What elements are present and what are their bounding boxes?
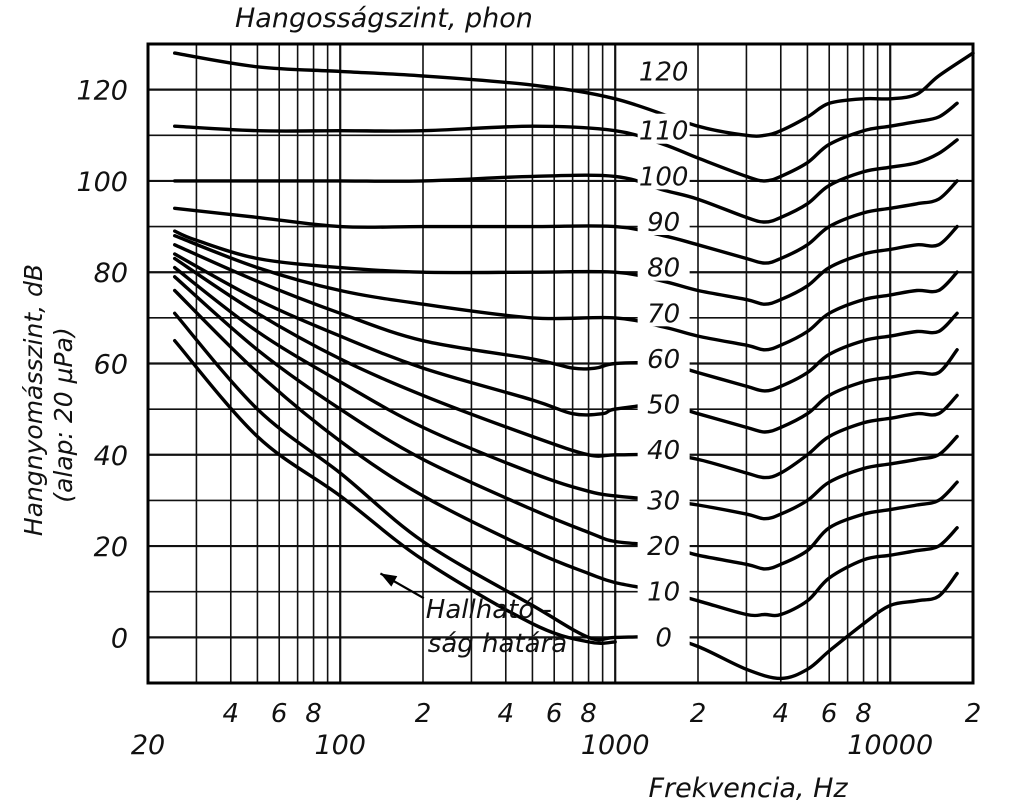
x-minor-tick-label: 6 (546, 699, 563, 729)
curve-label-bg (637, 433, 690, 464)
x-tick-labels: 4 6 8 2 4 6 8 2 4 6 8 220 100 1000 10000 (131, 699, 981, 761)
x-minor-tick-label: 6 (271, 699, 288, 729)
y-tick-label: 100 (76, 167, 128, 198)
curve-label: 30 (647, 486, 680, 516)
curve-label: 100 (639, 162, 689, 192)
curve-label-bg (637, 620, 690, 651)
loudness-curve (173, 138, 959, 224)
curve-label-bg (637, 574, 690, 605)
loudness-curve (173, 234, 959, 352)
curve-label-bg (637, 296, 690, 327)
curve-label-bg (637, 113, 690, 144)
annotation-arrow-head (380, 573, 398, 587)
chart-title: Hangosságszint, phon (235, 3, 533, 34)
loudness-curve (173, 224, 959, 306)
y-tick-label: 20 (94, 532, 128, 563)
curve-label: 10 (647, 578, 680, 608)
curve-label-bg (637, 387, 690, 418)
y-axis-sublabel: (alap: 20 µPa) (49, 327, 78, 502)
y-tick-label: 40 (94, 441, 128, 472)
x-minor-tick-label: 2 (415, 699, 432, 729)
curve-label: 40 (647, 436, 680, 466)
curve-label: 110 (639, 117, 689, 147)
loudness-curve (173, 179, 959, 265)
x-major-tick-label: 20 (131, 730, 165, 761)
x-axis-label: Frekvencia, Hz (648, 773, 848, 804)
curve-label-bg (637, 529, 690, 560)
x-minor-tick-label: 2 (690, 699, 707, 729)
plot-frame (146, 42, 975, 685)
y-tick-labels: 0 20 40 60 80 100 120 (76, 76, 128, 655)
curves (173, 51, 975, 681)
x-minor-tick-label: 2 (965, 699, 982, 729)
curve-label: 60 (647, 345, 680, 375)
x-minor-tick-label: 4 (498, 699, 515, 729)
loudness-curve (173, 339, 617, 645)
loudness-curve (173, 311, 959, 681)
x-minor-tick-label: 4 (773, 699, 790, 729)
y-axis-label: Hangnyomásszint, dB (19, 264, 48, 536)
loudness-curve (173, 256, 959, 480)
annotation-line1: Hallható - (426, 595, 552, 625)
curve-label: 50 (647, 391, 680, 421)
curve-label: 80 (647, 254, 680, 284)
curve-label-bg (637, 341, 690, 372)
loudness-curve (173, 252, 959, 434)
curve-label: 90 (647, 208, 680, 238)
loudness-curve (173, 275, 959, 571)
loudness-curve (173, 265, 959, 521)
x-minor-tick-label: 8 (305, 699, 322, 729)
annotation-line2: ság határa (428, 629, 567, 659)
x-minor-tick-label: 4 (223, 699, 240, 729)
curve-label-bg (637, 250, 690, 281)
threshold-annotation: Hallható - ság határa (379, 572, 567, 659)
x-major-tick-label: 1000 (581, 730, 650, 761)
loudness-curve (173, 243, 959, 393)
curve-label: 70 (647, 299, 680, 329)
x-major-tick-label: 100 (314, 730, 366, 761)
curve-label: 120 (639, 57, 689, 87)
curve-label: 0 (655, 623, 672, 653)
curve-label-bg (637, 54, 690, 85)
curve-label-bg (637, 205, 690, 236)
loudness-curve (173, 51, 975, 138)
loudness-curve (173, 288, 959, 618)
x-minor-tick-label: 8 (855, 699, 872, 729)
grid (147, 43, 974, 684)
y-tick-label: 80 (94, 258, 128, 289)
curve-label-bg (637, 483, 690, 514)
x-minor-tick-label: 8 (580, 699, 597, 729)
x-major-tick-label: 10000 (847, 730, 933, 761)
curve-label-bg (637, 159, 690, 190)
y-tick-label: 120 (76, 76, 128, 107)
x-minor-tick-label: 6 (821, 699, 838, 729)
y-tick-label: 0 (111, 623, 128, 654)
curve-label: 20 (647, 532, 680, 562)
loudness-curve (173, 101, 959, 183)
y-tick-label: 60 (94, 350, 128, 381)
